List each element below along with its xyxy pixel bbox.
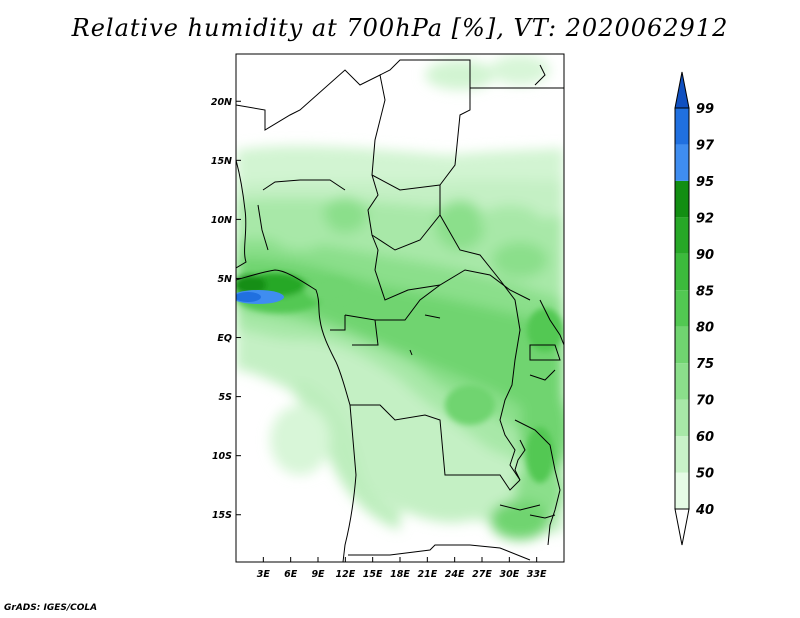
lat-tick-label: 15S bbox=[212, 510, 232, 521]
lat-tick-label: 10N bbox=[211, 215, 232, 226]
grads-credit: GrADS: IGES/COLA bbox=[4, 603, 98, 613]
colorbar-label: 97 bbox=[696, 138, 715, 153]
colorbar-label: 75 bbox=[696, 357, 714, 372]
colorbar-label: 90 bbox=[696, 248, 714, 263]
colorbar-outline bbox=[674, 107, 690, 510]
lon-tick-label: 30E bbox=[499, 569, 519, 580]
colorbar-label: 80 bbox=[696, 321, 714, 336]
colorbar-segment bbox=[675, 436, 689, 473]
colorbar-segment bbox=[675, 108, 689, 145]
lon-tick-label: 21E bbox=[417, 569, 437, 580]
lat-tick-label: EQ bbox=[217, 333, 232, 344]
colorbar-segment bbox=[675, 363, 689, 400]
colorbar-segment bbox=[675, 144, 689, 181]
colorbar-segment bbox=[675, 217, 689, 254]
colorbar-label: 40 bbox=[695, 503, 714, 518]
lat-tick-label: 20N bbox=[211, 97, 232, 108]
colorbar-segment bbox=[675, 290, 689, 327]
lon-tick-label: 24E bbox=[445, 569, 465, 580]
country-borders bbox=[236, 59, 564, 562]
lon-tick-label: 6E bbox=[284, 569, 298, 580]
lon-tick-label: 3E bbox=[257, 569, 271, 580]
lon-tick-label: 12E bbox=[335, 569, 355, 580]
lat-tick-label: 5N bbox=[217, 274, 232, 285]
colorbar-label: 95 bbox=[696, 175, 714, 190]
lat-tick-label: 15N bbox=[211, 156, 232, 167]
colorbar-label: 99 bbox=[696, 102, 714, 117]
humidity-field bbox=[236, 54, 564, 562]
latitude-axis: 20N 15N 10N 5N EQ 5S 10S 15S bbox=[211, 97, 241, 521]
colorbar-label: 70 bbox=[696, 394, 714, 409]
lon-tick-label: 9E bbox=[311, 569, 325, 580]
colorbar-segment bbox=[675, 399, 689, 437]
colorbar-segment bbox=[675, 253, 689, 291]
longitude-axis: 3E 6E 9E 12E 15E 18E 21E 24E 27E 30E 33E bbox=[257, 557, 547, 580]
lon-tick-label: 27E bbox=[472, 569, 492, 580]
colorbar-label: 60 bbox=[696, 430, 714, 445]
colorbar-lower-arrow bbox=[674, 508, 690, 546]
lon-tick-label: 15E bbox=[363, 569, 383, 580]
lat-tick-label: 10S bbox=[212, 451, 232, 462]
colorbar-label: 92 bbox=[696, 211, 714, 226]
lon-tick-label: 33E bbox=[527, 569, 547, 580]
colorbar-label: 85 bbox=[696, 284, 714, 299]
colorbar-label: 50 bbox=[696, 467, 714, 482]
plot-title: Relative humidity at 700hPa [%], VT: 202… bbox=[71, 14, 729, 42]
lon-tick-label: 18E bbox=[390, 569, 410, 580]
lat-tick-label: 5S bbox=[219, 392, 233, 403]
colorbar-segment bbox=[675, 472, 689, 509]
colorbar-upper-arrow bbox=[674, 71, 690, 109]
colorbar-segment bbox=[675, 180, 689, 218]
colorbar: 40 50 60 70 75 80 85 90 92 95 97 99 bbox=[674, 71, 715, 546]
colorbar-segment bbox=[675, 326, 689, 364]
